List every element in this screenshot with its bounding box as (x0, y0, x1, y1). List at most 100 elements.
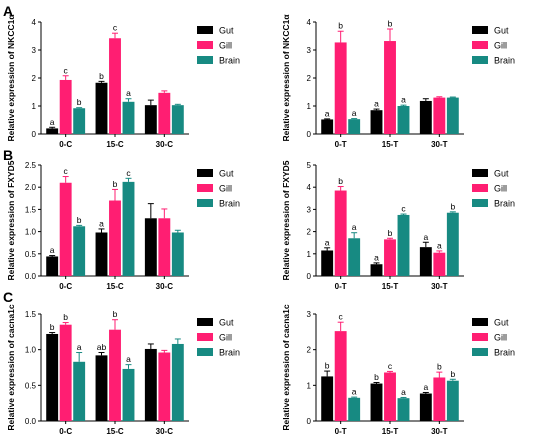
significance-label: c (388, 361, 393, 371)
significance-label: b (338, 176, 343, 186)
legend-swatch-gut (197, 169, 213, 177)
legend-swatch-gill (197, 184, 213, 192)
y-tick-label: 2 (32, 74, 37, 83)
y-tick-label: 1 (307, 102, 312, 111)
significance-label: b (374, 372, 379, 382)
y-tick-label: 4 (307, 183, 312, 192)
significance-label: a (325, 108, 330, 118)
significance-label: a (437, 240, 442, 250)
chart-1: Relative expression of NKCC1α 0 1 2 3 4 0-C a c b… (6, 14, 240, 149)
y-tick-label: 0.5 (25, 250, 37, 259)
legend-swatch-brain (197, 199, 213, 207)
y-tick-label: 2 (307, 228, 312, 237)
bar-gill (109, 38, 121, 134)
significance-label: a (126, 354, 131, 364)
y-tick-label: 0.5 (25, 381, 37, 390)
significance-label: ab (97, 342, 107, 352)
x-tick-label: 0-T (335, 140, 347, 149)
legend-label: Gut (494, 169, 509, 179)
legend-label: Gut (219, 26, 234, 36)
y-tick-label: 1 (32, 102, 37, 111)
y-tick-label: 0.0 (25, 417, 37, 426)
bar-gill (109, 200, 121, 276)
bar-brain (122, 101, 135, 134)
significance-label: b (63, 312, 68, 322)
bar-gill (334, 190, 347, 276)
x-tick-label: 30-T (431, 140, 448, 149)
significance-label: c (113, 23, 118, 33)
legend-swatch-gut (197, 318, 213, 326)
significance-label: c (126, 168, 131, 178)
y-tick-label: 0 (307, 417, 312, 426)
bar-brain (348, 238, 361, 276)
legend-label: Gut (219, 318, 234, 328)
y-tick-label: 5 (307, 161, 312, 170)
y-tick-label: 2.5 (25, 161, 37, 170)
bar-gill (384, 372, 396, 421)
bar-brain (446, 212, 459, 276)
legend-swatch-gut (472, 318, 488, 326)
significance-label: b (437, 362, 442, 372)
y-tick-label: 0.0 (25, 272, 37, 281)
bar-gut (419, 247, 432, 276)
chart-4: Relative expression of FXYD5 0 1 2 3 4 5 0-T a b a… (281, 160, 515, 291)
significance-label: a (126, 88, 131, 98)
bar-gut (95, 82, 108, 134)
bar-gill (384, 239, 396, 276)
y-axis-label: Relative expression of NKCC1α (281, 14, 291, 142)
bar-gill (59, 324, 72, 421)
legend-swatch-brain (197, 56, 213, 64)
significance-label: a (401, 95, 406, 105)
bar-gut (95, 355, 108, 421)
bar-brain (397, 106, 410, 134)
bar-gill (158, 218, 171, 276)
legend-label: Brain (494, 199, 515, 209)
x-tick-label: 0-C (59, 282, 72, 291)
significance-label: a (352, 387, 357, 397)
bar-gut (321, 119, 334, 134)
legend-label: Gill (219, 41, 232, 51)
legend-label: Gill (494, 184, 507, 194)
legend-label: Brain (219, 56, 240, 66)
bar-brain (348, 397, 361, 421)
y-tick-label: 1.0 (25, 228, 37, 237)
legend-swatch-gut (472, 26, 488, 34)
bar-gut (370, 264, 383, 276)
bar-gut (370, 383, 383, 421)
legend-label: Brain (494, 56, 515, 66)
bar-gut (370, 110, 383, 134)
y-axis-label: Relative expression of cacna1c (281, 304, 291, 430)
y-tick-label: 1.5 (25, 205, 37, 214)
significance-label: a (423, 232, 428, 242)
bar-gut (144, 105, 157, 134)
bar-gill (334, 42, 347, 134)
y-tick-label: 3 (307, 46, 312, 55)
significance-label: a (50, 117, 55, 127)
bar-gill (59, 182, 72, 276)
y-axis-label: Relative expression of FXYD5 (6, 160, 16, 280)
bar-gill (384, 41, 396, 134)
bar-gut (321, 376, 334, 421)
bar-brain (122, 368, 135, 421)
x-tick-label: 30-C (156, 427, 174, 436)
x-tick-label: 15-T (382, 140, 399, 149)
x-tick-label: 30-C (156, 140, 174, 149)
y-tick-label: 2 (307, 74, 312, 83)
legend-label: Brain (219, 199, 240, 209)
legend-swatch-brain (472, 199, 488, 207)
bar-gut (419, 393, 432, 421)
x-tick-label: 0-T (335, 282, 347, 291)
panel-letter-a: A (3, 3, 13, 19)
bar-brain (446, 380, 459, 421)
y-tick-label: 0 (32, 130, 37, 139)
y-tick-label: 1.0 (25, 346, 37, 355)
x-tick-label: 15-C (106, 282, 124, 291)
bar-brain (73, 361, 86, 421)
legend-swatch-gut (472, 169, 488, 177)
y-tick-label: 1 (307, 250, 312, 259)
bar-gill (109, 329, 121, 421)
bar-brain (348, 119, 361, 134)
x-tick-label: 0-T (335, 427, 347, 436)
y-axis-label: Relative expression of FXYD5 (281, 160, 291, 280)
y-tick-label: 1 (307, 381, 312, 390)
